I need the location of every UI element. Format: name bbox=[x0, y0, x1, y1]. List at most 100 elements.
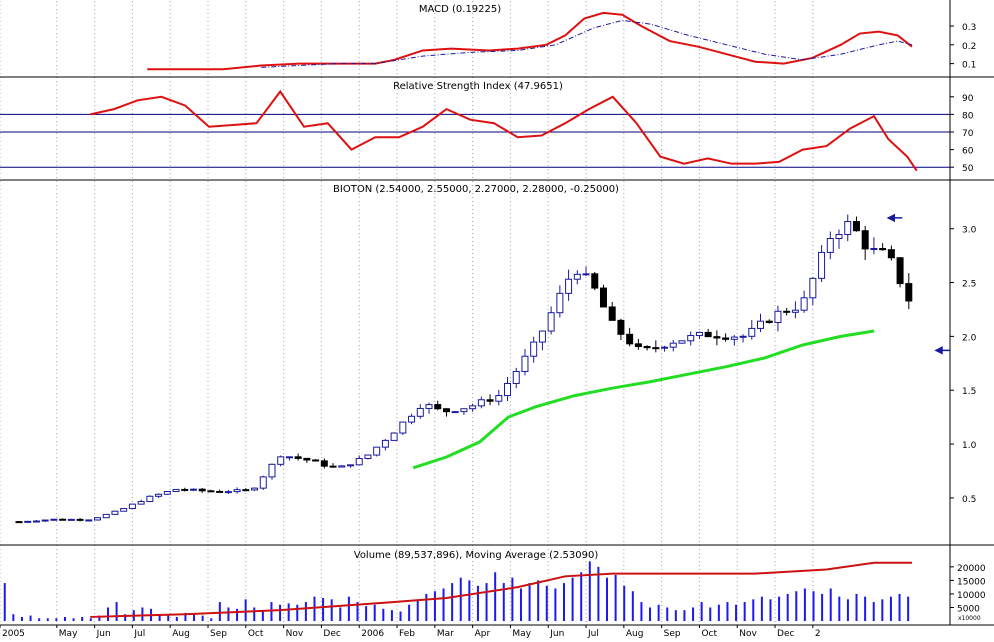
candle-body bbox=[617, 319, 625, 335]
candle-body bbox=[722, 337, 730, 340]
candle-body bbox=[216, 490, 224, 493]
x-month-label: Jul bbox=[133, 629, 145, 638]
candle-body bbox=[451, 411, 459, 414]
candle-body bbox=[442, 408, 450, 413]
rsi-tick-label: 90 bbox=[962, 94, 974, 104]
price-moving-average-line bbox=[412, 329, 875, 470]
candle-body bbox=[102, 513, 110, 519]
x-month-label: May bbox=[59, 629, 78, 638]
x-month-label: Dec bbox=[323, 629, 340, 638]
candle-body bbox=[67, 518, 75, 521]
candle-body bbox=[599, 287, 607, 308]
candle-body bbox=[338, 465, 346, 468]
candle-body bbox=[739, 335, 747, 338]
candle-body bbox=[416, 407, 424, 417]
candle-body bbox=[59, 518, 67, 521]
rsi-title: Relative Strength Index (47.9651) bbox=[393, 81, 563, 92]
price-title: BIOTON (2.54000, 2.55000, 2.27000, 2.280… bbox=[333, 184, 619, 195]
candle-body bbox=[495, 395, 503, 402]
macd-tick-label: 0.1 bbox=[962, 61, 976, 71]
high-marker-arrow-icon bbox=[886, 213, 903, 223]
x-month-label: Jun bbox=[549, 629, 564, 638]
candle-body bbox=[504, 382, 512, 397]
candle-body bbox=[85, 519, 93, 522]
ma-marker-arrow-icon bbox=[934, 346, 950, 355]
candle-body bbox=[224, 491, 232, 494]
candle-body bbox=[277, 456, 285, 465]
candle-body bbox=[634, 343, 642, 348]
candle-body bbox=[460, 408, 468, 413]
candle-body bbox=[120, 508, 128, 512]
candle-body bbox=[826, 238, 834, 253]
candle-body bbox=[835, 234, 843, 240]
candle-body bbox=[233, 489, 241, 493]
macd-tick-label: 0.3 bbox=[962, 23, 976, 33]
candle-body bbox=[15, 521, 23, 524]
candle-body bbox=[24, 520, 32, 523]
candle-body bbox=[268, 463, 276, 478]
price-tick-label: 0.5 bbox=[962, 495, 976, 505]
rsi-tick-label: 70 bbox=[962, 129, 974, 139]
candle-body bbox=[861, 230, 869, 250]
volume-tick-label: 20000 bbox=[957, 564, 986, 574]
candle-body bbox=[285, 456, 293, 459]
volume-moving-average-line bbox=[90, 561, 912, 618]
candle-body bbox=[556, 292, 564, 314]
candle-body bbox=[399, 421, 407, 434]
candle-body bbox=[818, 251, 826, 279]
candle-body bbox=[434, 404, 442, 410]
x-month-label: Aug bbox=[172, 629, 190, 638]
candle-body bbox=[50, 518, 58, 521]
candle-body bbox=[320, 460, 328, 467]
candle-body bbox=[791, 309, 799, 313]
candle-body bbox=[809, 277, 817, 299]
candle-body bbox=[573, 273, 581, 280]
candle-body bbox=[887, 249, 895, 259]
x-month-label: 2 bbox=[815, 629, 821, 638]
candle-body bbox=[172, 488, 180, 492]
x-month-label: Sep bbox=[664, 629, 681, 638]
candle-body bbox=[538, 330, 546, 343]
candle-body bbox=[32, 520, 40, 523]
candle-body bbox=[477, 399, 485, 407]
price-tick-label: 1.0 bbox=[962, 441, 977, 451]
candle-body bbox=[896, 257, 904, 285]
rsi-tick-label: 60 bbox=[962, 147, 974, 157]
x-month-label: Feb bbox=[399, 629, 415, 638]
candle-body bbox=[652, 347, 660, 350]
candle-body bbox=[355, 457, 363, 466]
x-month-label: Oct bbox=[248, 629, 264, 638]
candle-body bbox=[844, 221, 852, 236]
rsi-tick-label: 80 bbox=[962, 111, 974, 121]
x-month-label: 2006 bbox=[361, 629, 384, 638]
volume-tick-label: 5000 bbox=[957, 604, 980, 614]
candle-body bbox=[294, 456, 302, 459]
x-month-label: Jul bbox=[587, 629, 599, 638]
volume-multiplier-label: x10000 bbox=[958, 615, 981, 622]
x-month-label: Apr bbox=[475, 629, 491, 638]
candle-body bbox=[189, 488, 197, 491]
candle-body bbox=[783, 310, 791, 313]
candle-body bbox=[128, 503, 136, 510]
candle-body bbox=[346, 464, 354, 467]
candle-body bbox=[643, 346, 651, 349]
price-tick-label: 3.0 bbox=[962, 226, 977, 236]
candle-body bbox=[425, 404, 433, 409]
candle-body bbox=[757, 320, 765, 329]
candle-body bbox=[137, 501, 145, 505]
candle-body bbox=[748, 327, 756, 337]
volume-tick-label: 15000 bbox=[957, 577, 986, 587]
candle-body bbox=[547, 312, 555, 332]
candle-body bbox=[870, 248, 878, 251]
candle-body bbox=[879, 248, 887, 251]
x-month-label: Mar bbox=[437, 629, 454, 638]
candle-body bbox=[695, 331, 703, 337]
candle-body bbox=[373, 446, 381, 456]
price-tick-label: 2.5 bbox=[962, 280, 976, 290]
candle-body bbox=[765, 320, 773, 324]
candle-body bbox=[111, 510, 119, 515]
candle-body bbox=[329, 465, 337, 468]
candle-body bbox=[486, 399, 494, 402]
